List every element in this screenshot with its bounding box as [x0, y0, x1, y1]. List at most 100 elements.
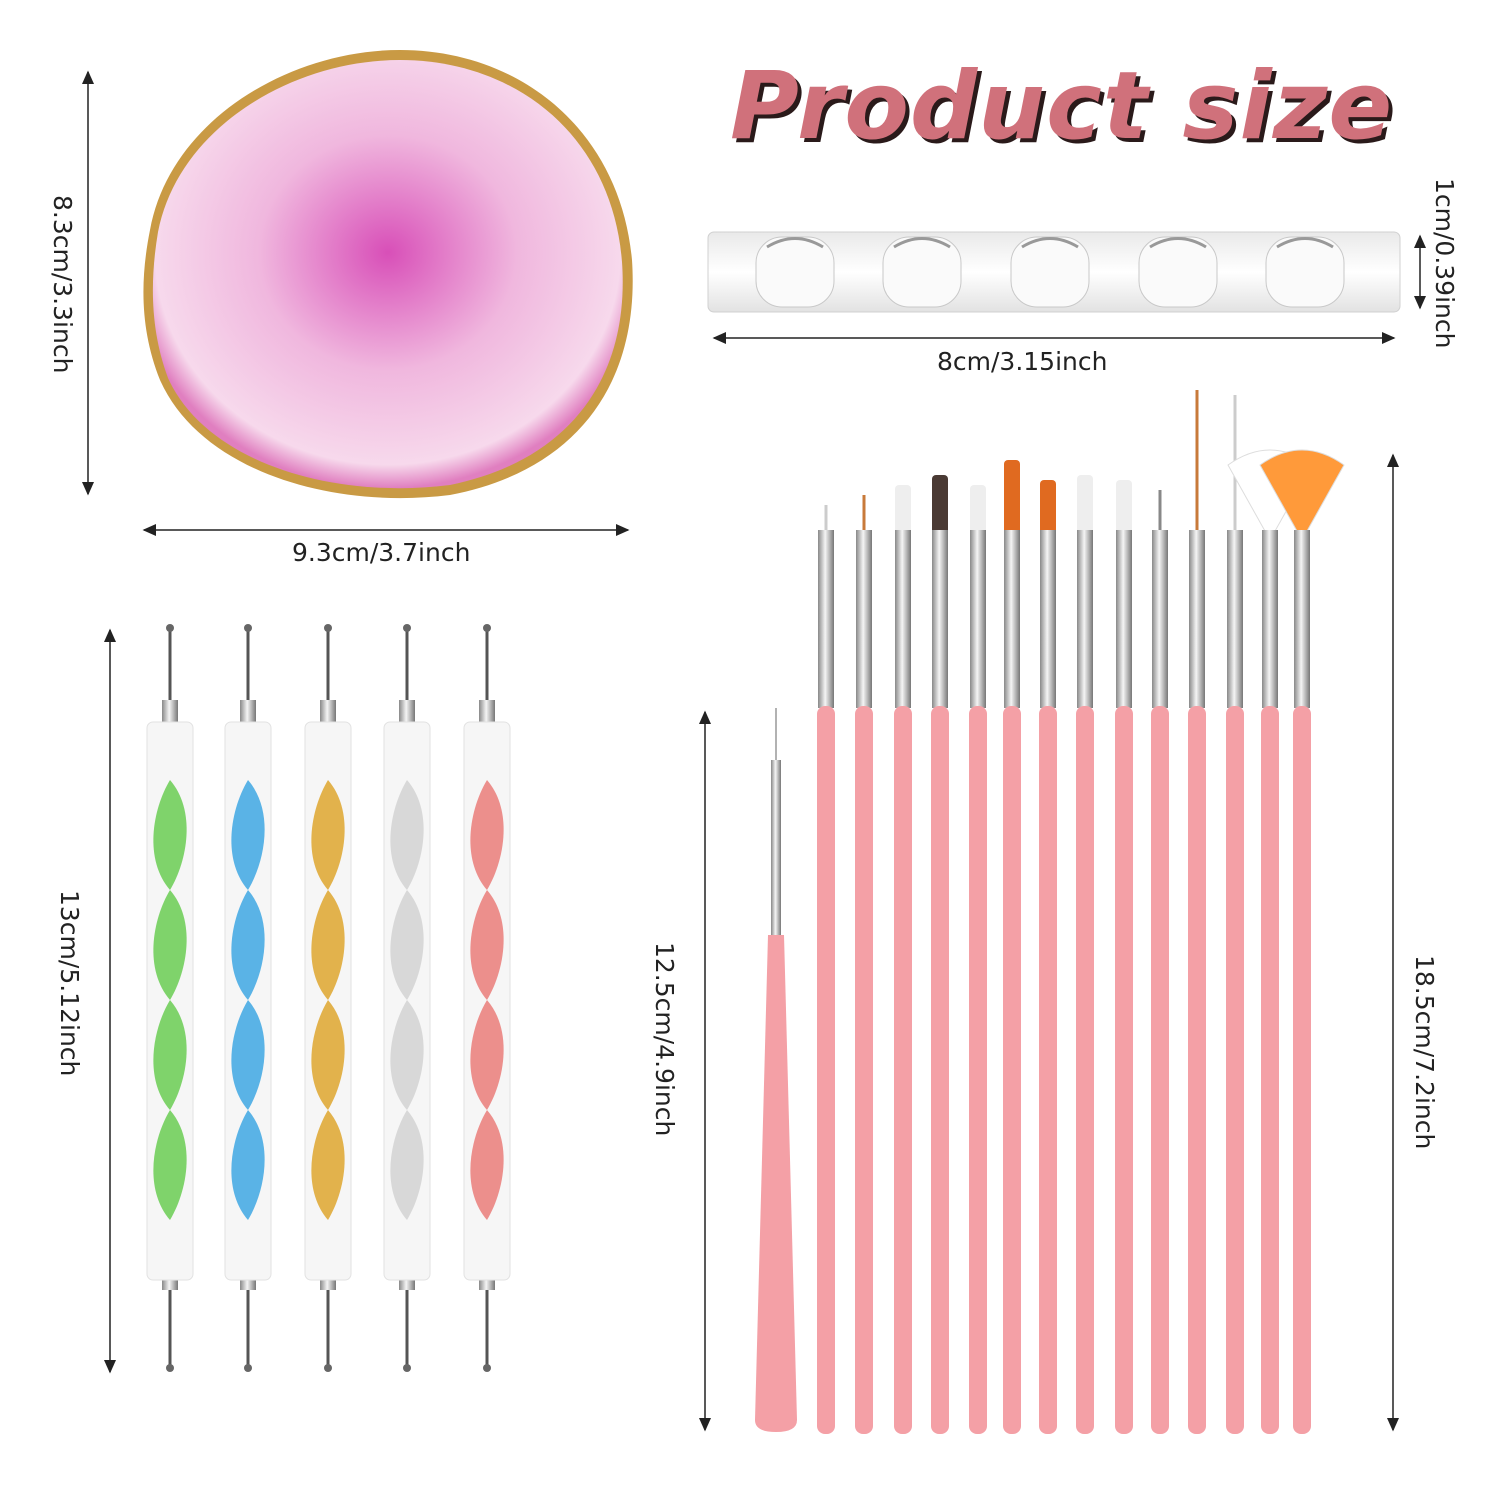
brush-tip — [1004, 460, 1020, 540]
palette-width-label: 9.3cm/3.7inch — [292, 538, 471, 567]
color-spiral — [311, 1110, 345, 1220]
ferrule — [818, 530, 834, 708]
ferrule — [1152, 530, 1168, 708]
color-spiral — [311, 780, 345, 890]
ferrule — [771, 760, 781, 935]
nail-brush — [969, 485, 987, 1434]
brush-handle — [1003, 706, 1021, 1434]
color-spiral — [470, 890, 504, 1000]
brush-tip — [932, 475, 948, 540]
nail-brush — [894, 485, 912, 1434]
ferrule — [895, 530, 911, 708]
dotting-tool — [383, 624, 431, 1372]
slot-shadow — [766, 237, 824, 249]
brush-tip — [895, 485, 911, 540]
nail-brush — [855, 495, 873, 1434]
nail-brush — [1259, 449, 1345, 1434]
dotting-tool — [224, 624, 272, 1372]
brush-tip — [1077, 475, 1093, 540]
nail-brush — [1115, 480, 1133, 1434]
slot-shadow — [1149, 237, 1207, 249]
nail-brush — [1226, 395, 1244, 1434]
color-spiral — [153, 890, 187, 1000]
ferrule — [1262, 530, 1278, 708]
color-spiral — [390, 890, 424, 1000]
nail-brush — [1151, 490, 1169, 1434]
brush-tip — [1040, 480, 1056, 540]
ball-tip — [483, 624, 491, 632]
holder-height-label: 1cm/0.39inch — [1430, 178, 1459, 349]
palette-height-label: 8.3cm/3.3inch — [48, 195, 77, 374]
slot-shadow — [1021, 237, 1079, 249]
ferrule — [1189, 530, 1205, 708]
slot-shadow — [1276, 237, 1334, 249]
ball-tip — [483, 1364, 491, 1372]
color-spiral — [153, 1000, 187, 1110]
color-spiral — [390, 780, 424, 890]
color-spiral — [390, 1110, 424, 1220]
liner-brush-short — [755, 708, 797, 1432]
long-brush-label: 18.5cm/7.2inch — [1410, 955, 1439, 1150]
ferrule — [1004, 530, 1020, 708]
brush-handle — [1293, 706, 1311, 1434]
brush-handle — [855, 706, 873, 1434]
title: Product size — [730, 52, 1394, 161]
brush-holder — [707, 231, 1401, 313]
brush-handle — [817, 706, 835, 1434]
brush-handle — [1261, 706, 1279, 1434]
agate-palette — [143, 50, 633, 499]
color-spiral — [231, 1110, 265, 1220]
nail-brush — [817, 505, 835, 1434]
ball-tip — [244, 624, 252, 632]
brush-handle — [1226, 706, 1244, 1434]
nail-brush — [1188, 390, 1206, 1434]
ball-tip — [403, 624, 411, 632]
color-spiral — [153, 1110, 187, 1220]
brush-handle — [1115, 706, 1133, 1434]
slot-shadow — [893, 237, 951, 249]
color-spiral — [470, 1110, 504, 1220]
nail-brush — [1003, 460, 1021, 1434]
dotting-length-label: 13cm/5.12inch — [55, 890, 84, 1077]
fan-brush-tip — [1259, 449, 1345, 542]
color-spiral — [470, 780, 504, 890]
color-spiral — [231, 780, 265, 890]
brush-handle — [1188, 706, 1206, 1434]
ball-tip — [403, 1364, 411, 1372]
ball-tip — [324, 624, 332, 632]
holder-length-label: 8cm/3.15inch — [937, 347, 1108, 376]
ferrule — [1077, 530, 1093, 708]
nail-brush — [1039, 480, 1057, 1434]
color-spiral — [153, 780, 187, 890]
ferrule — [1116, 530, 1132, 708]
ferrule — [970, 530, 986, 708]
brush-handle — [894, 706, 912, 1434]
short-brush-label: 12.5cm/4.9inch — [650, 942, 679, 1137]
ferrule — [1227, 530, 1243, 708]
color-spiral — [390, 1000, 424, 1110]
ball-tip — [166, 624, 174, 632]
dotting-tool — [304, 624, 352, 1372]
brush-handle — [1076, 706, 1094, 1434]
ball-tip — [244, 1364, 252, 1372]
color-spiral — [470, 1000, 504, 1110]
brush-handle — [1151, 706, 1169, 1434]
ball-tip — [166, 1364, 174, 1372]
color-spiral — [231, 1000, 265, 1110]
brush-tip — [970, 485, 986, 540]
color-spiral — [231, 890, 265, 1000]
ferrule — [932, 530, 948, 708]
dotting-tool — [146, 624, 194, 1372]
nail-brush — [931, 475, 949, 1434]
ferrule — [856, 530, 872, 708]
brush-handle — [1039, 706, 1057, 1434]
nail-brush — [1076, 475, 1094, 1434]
color-spiral — [311, 890, 345, 1000]
ball-tip — [324, 1364, 332, 1372]
brush-handle — [931, 706, 949, 1434]
dotting-tool — [463, 624, 511, 1372]
brush-handle — [969, 706, 987, 1434]
ferrule — [1294, 530, 1310, 708]
